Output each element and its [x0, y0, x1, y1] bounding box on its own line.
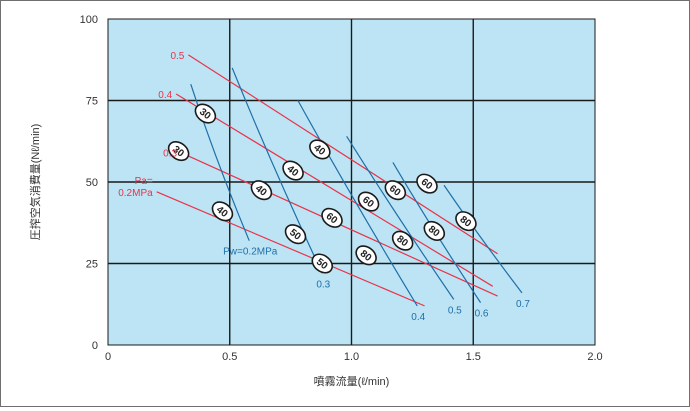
pw-series-line — [297, 100, 418, 307]
marker-oval: 60 — [384, 180, 407, 201]
marker-shape — [355, 245, 377, 266]
marker-shape — [416, 173, 438, 194]
pa-series-label: 0.2MPa — [118, 188, 153, 199]
x-tick-label: 1.5 — [466, 351, 481, 363]
marker-oval: 80 — [423, 220, 446, 241]
marker-oval: 80 — [391, 230, 414, 251]
marker-shape — [309, 139, 331, 160]
marker-oval: 50 — [311, 253, 334, 274]
marker-shape — [391, 230, 414, 251]
marker-oval: 60 — [321, 207, 343, 228]
x-tick-label: 1.0 — [344, 351, 359, 363]
marker-shape — [321, 207, 343, 228]
pw-series-label: 0.4 — [411, 312, 425, 323]
pw-series-line — [190, 84, 250, 241]
pw-series-label: 0.7 — [516, 299, 530, 310]
marker-shape — [211, 201, 234, 222]
marker-oval: 30 — [194, 103, 217, 124]
pa-series-line — [156, 191, 425, 307]
y-tick-label: 25 — [86, 259, 98, 271]
marker-shape — [357, 191, 380, 212]
marker-oval: 30 — [167, 140, 190, 162]
marker-oval: 80 — [455, 211, 477, 232]
marker-shape — [423, 220, 446, 241]
marker-shape — [311, 253, 334, 274]
pw-series-line — [443, 184, 523, 294]
pw-series-label: 0.3 — [316, 279, 330, 290]
marker-shape — [284, 224, 307, 245]
y-axis-title: 圧搾空気消費量(Nℓ/min) — [28, 124, 42, 241]
marker-shape — [455, 211, 477, 232]
pw-series-label: Pw=0.2MPa — [223, 247, 278, 258]
pw-series-line — [231, 67, 323, 274]
tick-labels: 0 0.5 1.0 1.5 2.0 0 25 50 75 100 — [80, 14, 603, 363]
x-tick-label: 2.0 — [587, 351, 602, 363]
marker-oval: 60 — [357, 191, 380, 212]
marker-shape — [167, 140, 190, 162]
marker-oval: 80 — [355, 245, 377, 266]
pw-series-line — [346, 136, 455, 300]
pw-series-label: 0.6 — [475, 309, 489, 320]
x-tick-label: 0 — [105, 351, 111, 363]
pa-series-label: Pa= — [135, 176, 153, 187]
marker-oval: 40 — [250, 180, 273, 201]
y-tick-label: 50 — [86, 177, 98, 189]
pw-series-label: 0.5 — [448, 305, 462, 316]
y-tick-label: 0 — [92, 340, 98, 352]
marker-oval: 60 — [416, 173, 438, 194]
marker-shape — [384, 180, 407, 201]
x-axis-title: 噴霧流量(ℓ/min) — [314, 374, 390, 388]
marker-oval: 40 — [309, 139, 331, 160]
pa-series-label: 0.3 — [163, 149, 177, 160]
marker-oval: 40 — [282, 160, 304, 181]
y-tick-label: 75 — [86, 96, 98, 108]
pa-series-label: 0.4 — [158, 90, 172, 101]
marker-shape — [282, 160, 304, 181]
grid — [108, 19, 595, 345]
marker-shape — [250, 180, 273, 201]
marker-oval: 40 — [211, 201, 234, 222]
x-tick-label: 0.5 — [222, 351, 237, 363]
y-tick-label: 100 — [80, 14, 98, 26]
marker-shape — [194, 103, 217, 124]
pa-series-line — [175, 93, 494, 287]
marker-oval: 50 — [284, 224, 307, 245]
pa-series-label: 0.5 — [170, 51, 184, 62]
series-labels: 0.5 0.4 0.3 Pa=0.2MPa Pw=0.2MPa 0.3 0.4 0.5 0.6 0… — [118, 51, 530, 323]
